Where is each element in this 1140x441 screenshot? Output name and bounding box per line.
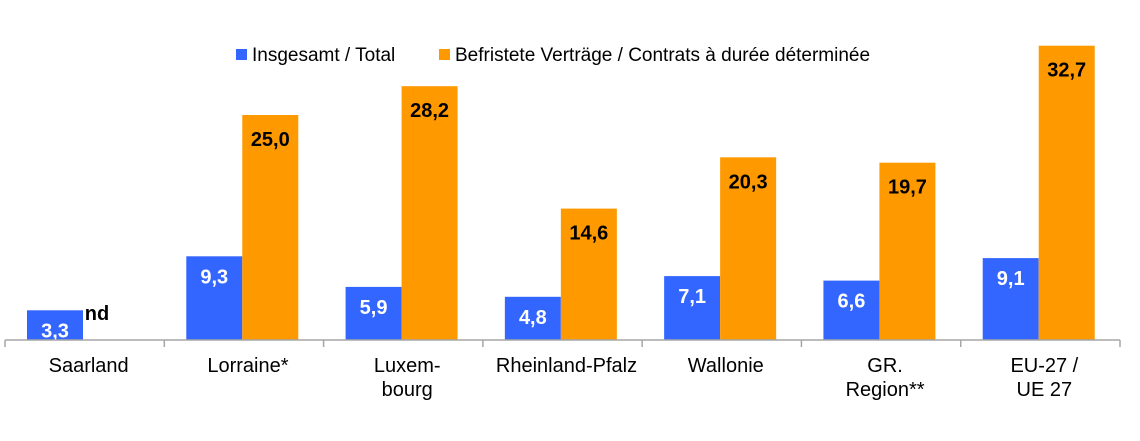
legend-swatch (439, 49, 450, 60)
data-label: 3,3 (41, 320, 69, 342)
data-label-nd: nd (85, 303, 109, 325)
data-label: 20,3 (729, 171, 768, 193)
bar-fixed-term (879, 162, 936, 340)
category-label: Saarland (49, 355, 129, 377)
category-label: Luxem- (374, 355, 441, 377)
data-label: 4,8 (519, 307, 547, 329)
x-axis-ticks (4, 340, 1121, 347)
data-label: 9,1 (997, 268, 1025, 290)
bar-total (504, 296, 561, 340)
category-label: EU-27 / (1010, 355, 1078, 377)
bar-total (186, 256, 243, 340)
bar-fixed-term (720, 157, 777, 340)
bar-total (982, 258, 1039, 340)
bars (27, 45, 1095, 340)
category-label: GR. (867, 355, 903, 377)
bar-total (664, 276, 721, 340)
bar-fixed-term (242, 115, 299, 340)
category-label: Rheinland-Pfalz (496, 355, 637, 377)
category-label: Wallonie (688, 355, 764, 377)
data-label: 5,9 (360, 297, 388, 319)
category-label: Lorraine* (207, 355, 288, 377)
data-label: 6,6 (838, 291, 866, 313)
bar-fixed-term (1038, 45, 1095, 340)
data-label: 28,2 (410, 100, 449, 122)
data-labels: 3,3 nd 9,3 25,0 5,9 28,2 4,8 14,6 7,1 20,3 6,6 19,7… (41, 60, 1086, 343)
category-label: Region** (846, 379, 925, 401)
data-label: 19,7 (888, 177, 927, 199)
data-label: 25,0 (251, 129, 290, 151)
category-label: bourg (382, 379, 433, 401)
legend: Insgesamt / Total Befristete Verträge / C… (236, 45, 870, 66)
data-label: 14,6 (569, 223, 608, 245)
bar-fixed-term (560, 208, 617, 340)
data-label: 7,1 (678, 286, 706, 308)
data-label: 9,3 (200, 266, 228, 288)
category-label: UE 27 (1017, 379, 1073, 401)
bar-total (345, 286, 402, 340)
legend-label: Insgesamt / Total (252, 45, 395, 66)
bar-fixed-term (401, 86, 458, 340)
bar-total (27, 310, 83, 340)
data-label: 32,7 (1047, 60, 1086, 82)
legend-swatch (236, 49, 247, 60)
x-axis-labels: Saarland Lorraine* Luxem-bourg Rheinland-Pf… (49, 355, 1079, 401)
legend-label: Befristete Verträge / Contrats à durée d… (455, 45, 870, 66)
bar-total (823, 280, 880, 340)
